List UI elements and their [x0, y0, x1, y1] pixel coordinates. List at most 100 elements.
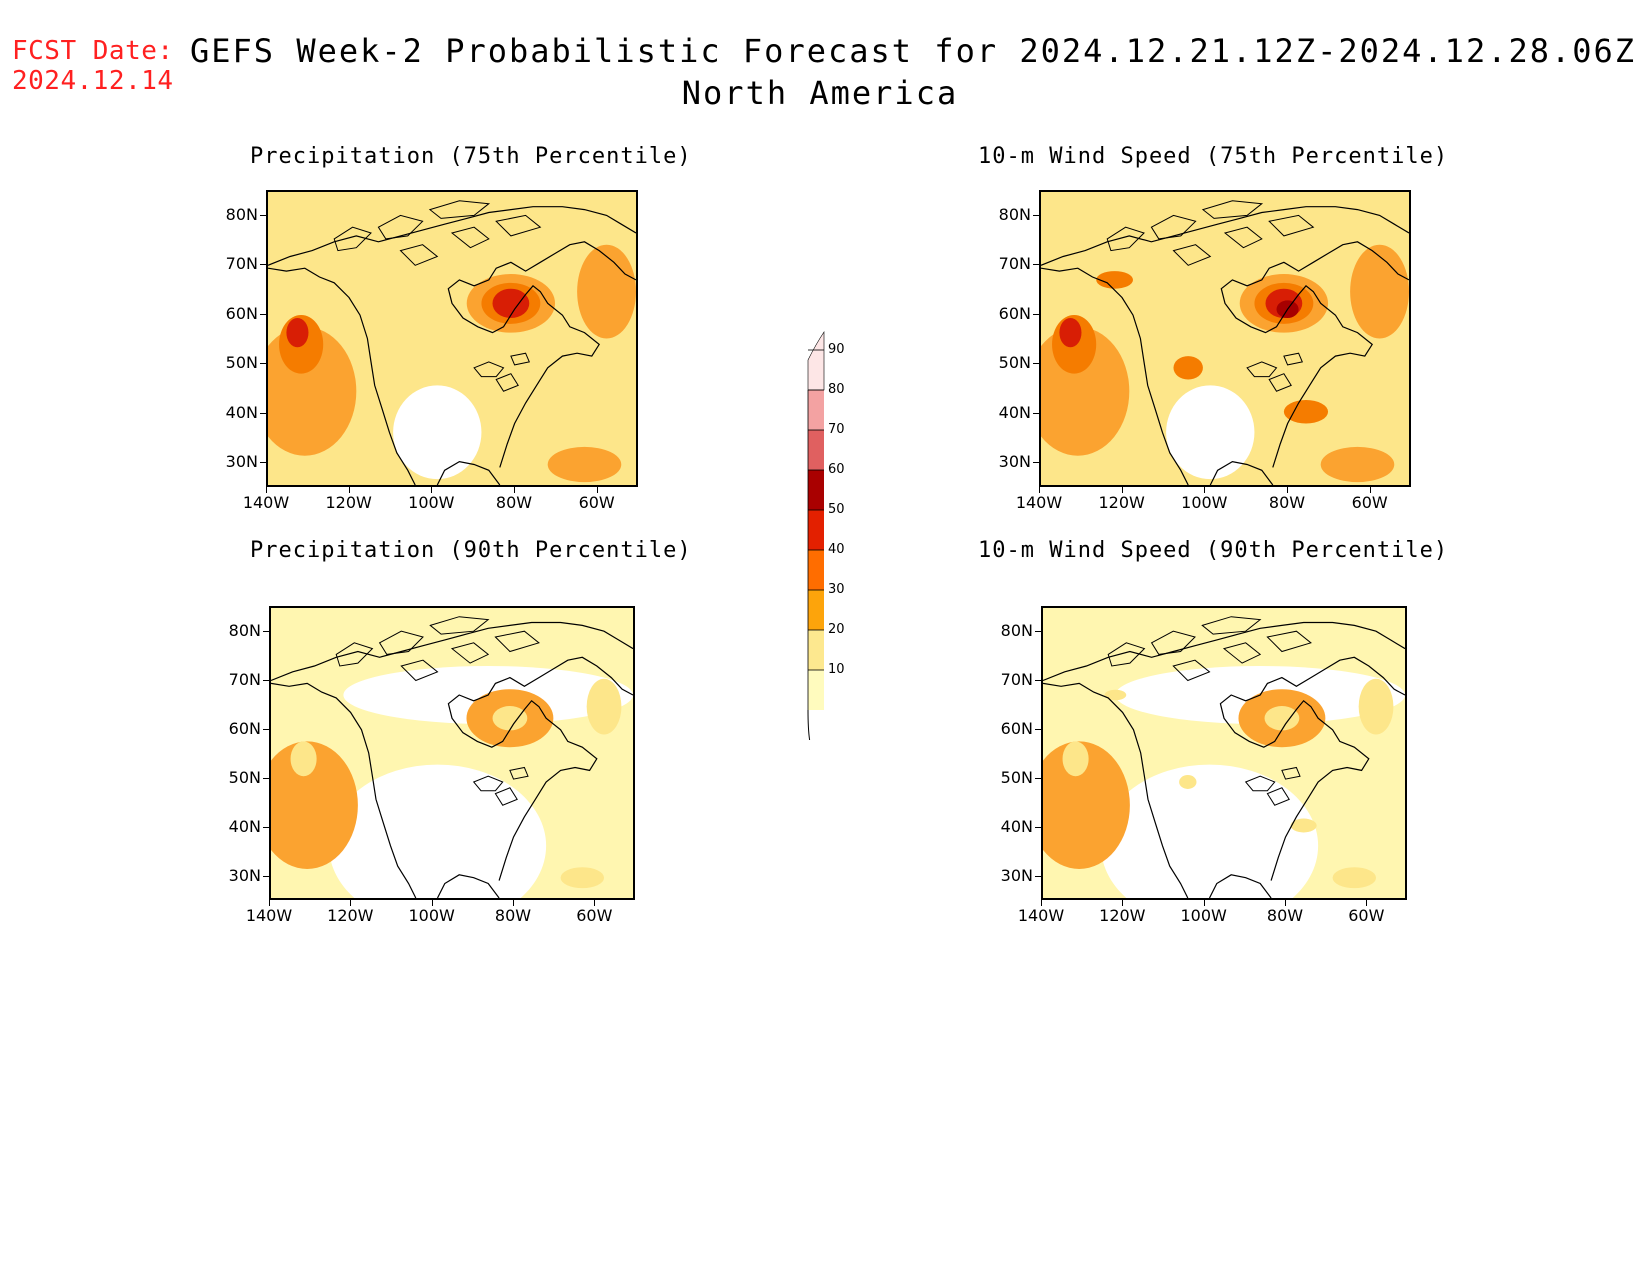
lon-label: 140W	[1017, 906, 1065, 925]
lon-tick	[1203, 900, 1205, 906]
lat-tick	[1035, 826, 1041, 828]
coastline	[447, 241, 636, 468]
lon-tick	[1285, 900, 1286, 906]
colorbar-label: 60	[828, 462, 845, 477]
field-contour	[492, 706, 528, 731]
lat-tick	[1033, 412, 1039, 414]
lon-label: 80W	[1266, 906, 1304, 925]
lon-tick	[350, 900, 352, 906]
lat-tick	[260, 412, 266, 414]
lat-label: 30N	[225, 452, 258, 472]
island-outline	[495, 214, 542, 237]
island-outline	[335, 642, 374, 667]
lake-outline	[509, 766, 529, 780]
lat-label: 60N	[998, 303, 1031, 323]
island-outline	[378, 630, 424, 655]
lat-label: 50N	[998, 353, 1031, 373]
lat-tick	[1033, 462, 1039, 464]
colorbar-label: 70	[828, 422, 845, 437]
field-contour	[1043, 741, 1130, 869]
lat-label: 60N	[228, 718, 261, 738]
lat-tick	[1035, 679, 1041, 681]
lon-tick	[596, 487, 598, 493]
coastline	[1209, 460, 1274, 485]
panel-title-precip-75: Precipitation (75th Percentile)	[250, 144, 692, 169]
coastline	[268, 206, 636, 266]
lake-outline	[1268, 373, 1292, 392]
colorbar-label: 50	[828, 502, 845, 517]
field-contour	[1320, 446, 1395, 483]
island-outline	[1172, 244, 1212, 266]
lon-tick	[514, 487, 515, 493]
island-outline	[1172, 659, 1211, 682]
lat-tick	[1035, 875, 1041, 877]
panel-title-wind-75: 10-m Wind Speed (75th Percentile)	[978, 144, 1449, 169]
lat-label: 60N	[225, 303, 258, 323]
island-outline	[1222, 642, 1262, 664]
island-outline	[1107, 642, 1146, 667]
field-contour	[547, 446, 622, 483]
coastline	[1220, 241, 1409, 468]
lon-tick	[1122, 900, 1124, 906]
colorbar-segment	[808, 430, 824, 470]
lat-tick	[263, 630, 269, 632]
coastline	[1041, 267, 1189, 485]
field-low	[328, 764, 547, 898]
lon-tick	[513, 900, 514, 906]
page-title: GEFS Week-2 Probabilistic Forecast for 2…	[190, 32, 1637, 70]
lat-label: 80N	[228, 620, 261, 640]
lon-tick	[431, 900, 433, 906]
island-outline	[1201, 200, 1264, 219]
lat-tick	[260, 462, 266, 464]
lon-label: 140W	[245, 906, 293, 925]
lat-tick	[1035, 777, 1041, 779]
lat-tick	[263, 875, 269, 877]
colorbar-label: 30	[828, 582, 845, 597]
island-outline	[399, 244, 439, 266]
fcst-date-value: 2024.12.14	[12, 66, 174, 96]
lake-outline	[1281, 766, 1301, 780]
lat-label: 30N	[1000, 865, 1033, 885]
field-contour	[560, 867, 605, 889]
lat-label: 40N	[1000, 816, 1033, 836]
lat-tick	[1033, 313, 1039, 315]
field-contour	[1290, 818, 1317, 833]
colorbar-label: 40	[828, 542, 845, 557]
field-contour	[1264, 706, 1300, 731]
field-contour	[1062, 741, 1089, 777]
island-outline	[1268, 214, 1315, 237]
coastline	[1208, 874, 1272, 898]
lon-label: 60W	[578, 493, 615, 512]
lat-label: 80N	[225, 204, 258, 224]
lat-label: 50N	[1000, 767, 1033, 787]
lon-tick	[1287, 487, 1288, 493]
map-precip-75	[266, 190, 638, 487]
lake-outline	[494, 787, 518, 806]
lon-tick	[594, 900, 596, 906]
island-outline	[400, 659, 439, 682]
lon-label: 100W	[408, 906, 455, 925]
lat-label: 40N	[998, 402, 1031, 422]
colorbar-tail	[807, 709, 811, 740]
lat-tick	[263, 679, 269, 681]
coastline	[268, 267, 416, 485]
colorbar-segment	[808, 510, 824, 550]
colorbar-label: 90	[828, 342, 845, 357]
field-contour	[271, 741, 358, 869]
lat-label: 70N	[998, 254, 1031, 274]
lon-tick	[348, 487, 350, 493]
lat-tick	[1033, 214, 1039, 216]
lat-label: 50N	[225, 353, 258, 373]
lon-label: 140W	[242, 493, 290, 512]
lat-label: 40N	[228, 816, 261, 836]
colorbar-segment	[807, 331, 825, 391]
map-wind-75	[1039, 190, 1411, 487]
colorbar-segment	[808, 630, 824, 670]
lat-label: 50N	[228, 767, 261, 787]
coastline	[447, 656, 633, 881]
colorbar-label: 10	[828, 662, 845, 677]
coastline	[1043, 621, 1405, 682]
field-low	[1166, 385, 1255, 480]
lon-label: 120W	[327, 906, 374, 925]
island-outline	[1223, 226, 1263, 249]
